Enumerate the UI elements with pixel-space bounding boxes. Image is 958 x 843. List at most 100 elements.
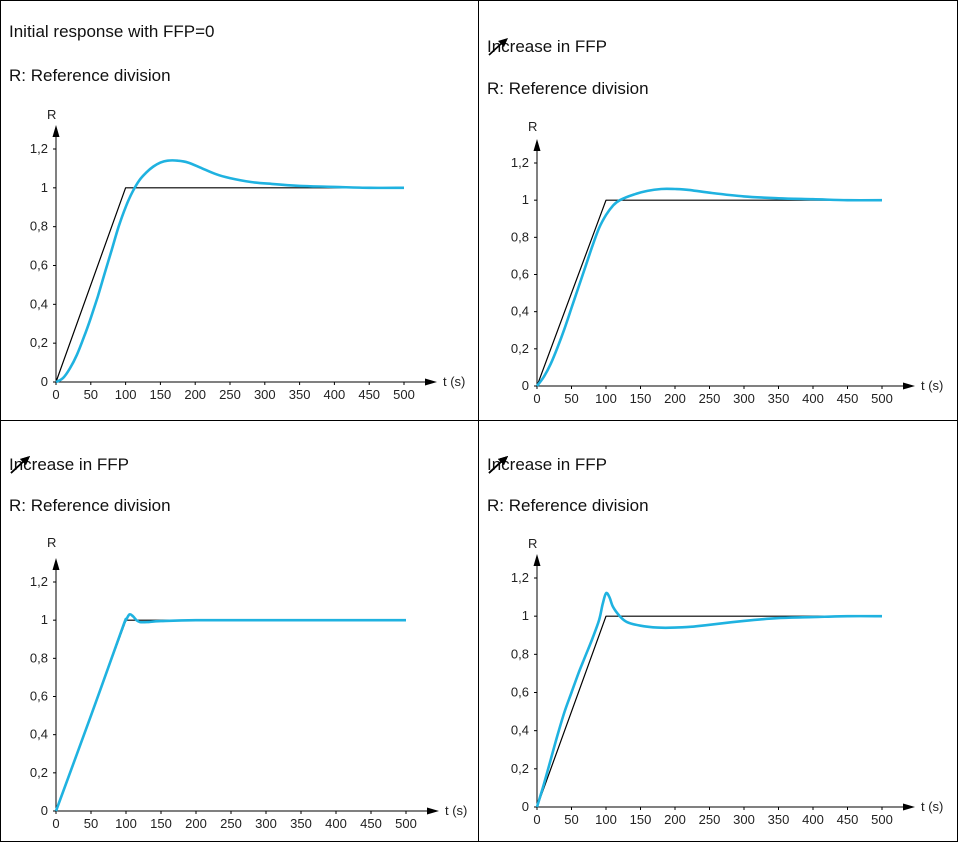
- increase-arrow-icon: [10, 456, 30, 474]
- y-axis-arrow-icon: [52, 558, 60, 570]
- y-tick-label: 0,4: [30, 727, 48, 742]
- chart-svg: Rt (s) 0 0,2 0,4 0,6 0,8 1 1,2 0 50 100 150 200 250 30…: [511, 119, 943, 406]
- increase-arrow-icon: [488, 38, 508, 56]
- response-curve: [535, 591, 883, 808]
- x-tick-label: 200: [185, 816, 207, 831]
- chart-svg: Rt (s) 0 0,2 0,4 0,6 0,8 1 1,2 0 50 100 150 200 250 30…: [30, 535, 467, 831]
- x-tick-label: 400: [325, 816, 347, 831]
- x-tick-label: 450: [358, 387, 380, 402]
- y-tick-label: 0: [41, 803, 48, 818]
- x-tick-label: 100: [115, 816, 137, 831]
- response-curve: [55, 159, 405, 384]
- response-curve: [535, 187, 883, 387]
- y-tick-label: 1: [522, 192, 529, 207]
- x-tick-label: 300: [733, 391, 755, 406]
- response-curve: [54, 612, 406, 812]
- x-tick-label: 100: [595, 391, 617, 406]
- x-tick-label: 350: [289, 387, 311, 402]
- x-tick-label: 100: [115, 387, 137, 402]
- y-tick-label: 1,2: [511, 155, 529, 170]
- x-tick-label: 250: [219, 387, 241, 402]
- x-tick-label: 400: [802, 391, 824, 406]
- y-tick-label: 0,6: [30, 258, 48, 273]
- y-axis-label: R: [528, 119, 537, 134]
- panel-title-text: Increase in FFP: [487, 455, 607, 474]
- x-tick-label: 0: [52, 816, 59, 831]
- x-axis-arrow-icon: [427, 807, 439, 815]
- x-tick-label: 450: [837, 391, 859, 406]
- x-tick-label: 50: [564, 812, 578, 827]
- y-tick-label: 1,2: [30, 141, 48, 156]
- y-tick-label: 0,4: [511, 723, 529, 738]
- x-axis-arrow-icon: [903, 382, 915, 390]
- x-tick-label: 500: [871, 391, 893, 406]
- y-axis-arrow-icon: [533, 554, 541, 566]
- y-tick-label: 0,6: [511, 267, 529, 282]
- x-axis-label: t (s): [921, 378, 943, 393]
- y-tick-label: 0,8: [511, 646, 529, 661]
- panel-title: Increase in FFP: [487, 37, 611, 57]
- y-tick-label: 0,2: [511, 341, 529, 356]
- y-tick-label: 0,2: [511, 761, 529, 776]
- reference-line: [55, 619, 406, 812]
- y-tick-label: 0,4: [511, 304, 529, 319]
- panel-title: Initial response with FFP=0: [9, 22, 219, 42]
- x-axis-label: t (s): [443, 374, 465, 389]
- x-tick-label: 400: [802, 812, 824, 827]
- panel-title: Increase in FFP: [9, 455, 133, 475]
- x-tick-label: 450: [837, 812, 859, 827]
- x-tick-label: 250: [699, 391, 721, 406]
- x-tick-label: 500: [393, 387, 415, 402]
- x-axis-arrow-icon: [425, 378, 437, 386]
- chart-svg: Rt (s) 0 0,2 0,4 0,6 0,8 1 1,2 0 50 100 150 200 250 30…: [511, 536, 943, 827]
- x-tick-label: 50: [84, 387, 98, 402]
- y-tick-label: 0,6: [511, 685, 529, 700]
- x-tick-label: 250: [699, 812, 721, 827]
- x-tick-label: 400: [324, 387, 346, 402]
- x-tick-label: 200: [664, 391, 686, 406]
- y-axis-arrow-icon: [52, 125, 60, 137]
- panel-title-text: Increase in FFP: [487, 37, 607, 56]
- x-tick-label: 150: [630, 391, 652, 406]
- y-tick-label: 0: [522, 799, 529, 814]
- panel-subtitle: R: Reference division: [487, 79, 649, 98]
- x-tick-label: 0: [52, 387, 59, 402]
- x-axis-label: t (s): [445, 803, 467, 818]
- panel-title-text: Increase in FFP: [9, 455, 129, 474]
- panel-subtitle: R: Reference division: [487, 496, 649, 515]
- x-tick-label: 300: [733, 812, 755, 827]
- panel-title: Increase in FFP: [487, 455, 611, 475]
- y-tick-label: 1: [41, 180, 48, 195]
- x-tick-label: 0: [533, 391, 540, 406]
- y-axis-label: R: [47, 107, 56, 122]
- panel-subtitle: R: Reference division: [9, 496, 171, 515]
- x-tick-label: 150: [150, 816, 172, 831]
- increase-arrow-icon: [488, 456, 508, 474]
- y-tick-label: 0,6: [30, 689, 48, 704]
- x-tick-label: 150: [630, 812, 652, 827]
- panel-title-text: Initial response with FFP=0: [9, 22, 215, 41]
- x-tick-label: 350: [768, 812, 790, 827]
- x-tick-label: 250: [220, 816, 242, 831]
- x-tick-label: 300: [255, 816, 277, 831]
- x-tick-label: 100: [595, 812, 617, 827]
- x-tick-label: 50: [564, 391, 578, 406]
- x-tick-label: 200: [664, 812, 686, 827]
- y-axis-label: R: [528, 536, 537, 551]
- y-axis-arrow-icon: [533, 139, 541, 151]
- reference-line: [536, 199, 882, 387]
- y-tick-label: 0,4: [30, 296, 48, 311]
- y-tick-label: 0: [522, 378, 529, 393]
- x-tick-label: 500: [395, 816, 417, 831]
- y-axis-label: R: [47, 535, 56, 550]
- y-tick-label: 1: [522, 608, 529, 623]
- panel-subtitle: R: Reference division: [9, 66, 171, 85]
- y-tick-label: 0,8: [30, 650, 48, 665]
- x-tick-label: 350: [290, 816, 312, 831]
- y-tick-label: 0,2: [30, 335, 48, 350]
- reference-line: [55, 187, 404, 383]
- y-tick-label: 0,8: [30, 219, 48, 234]
